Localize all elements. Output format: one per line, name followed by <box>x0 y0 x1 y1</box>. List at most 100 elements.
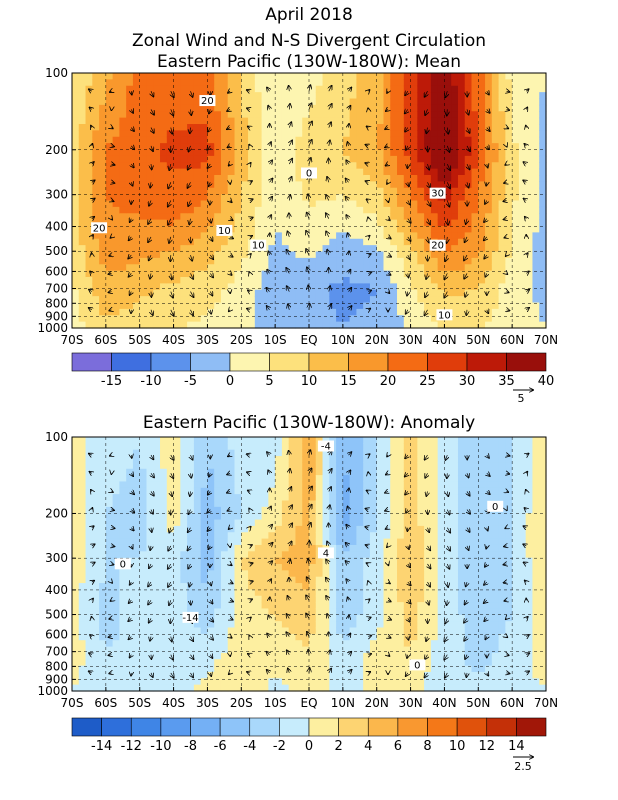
heatmap-cell <box>92 468 100 476</box>
heatmap-cell <box>234 308 242 316</box>
heatmap-cell <box>512 104 520 112</box>
heatmap-cell <box>241 168 249 176</box>
heatmap-cell <box>302 583 310 590</box>
heatmap-cell <box>227 659 236 667</box>
heatmap-cell <box>397 251 405 259</box>
heatmap-cell <box>315 143 324 151</box>
heatmap-cell <box>105 544 114 552</box>
heatmap-cell <box>241 92 249 100</box>
heatmap-cell <box>281 162 290 170</box>
heatmap-cell <box>72 162 80 170</box>
heatmap-cell <box>539 315 547 323</box>
heatmap-cell <box>78 487 87 495</box>
heatmap-cell <box>275 92 283 100</box>
heatmap-cell <box>207 226 215 233</box>
wind-vector <box>486 182 487 185</box>
heatmap-cell <box>383 219 391 227</box>
heatmap-cell <box>126 308 134 316</box>
heatmap-cell <box>518 124 527 131</box>
heatmap-cell <box>363 206 371 214</box>
heatmap-cell <box>268 117 276 125</box>
heatmap-cell <box>214 602 222 610</box>
heatmap-cell <box>322 168 330 176</box>
heatmap-cell <box>132 506 141 514</box>
heatmap-cell <box>268 155 276 163</box>
heatmap-cell <box>485 136 493 144</box>
heatmap-cell <box>295 98 303 106</box>
heatmap-cell <box>72 678 80 686</box>
heatmap-cell <box>437 155 446 163</box>
heatmap-cell <box>532 162 540 170</box>
heatmap-cell <box>78 85 87 93</box>
heatmap-cell <box>275 468 283 476</box>
heatmap-cell <box>112 270 120 278</box>
heatmap-cell <box>281 494 290 502</box>
heatmap-cell <box>491 270 500 278</box>
heatmap-cell <box>132 219 141 227</box>
heatmap-cell <box>336 245 344 253</box>
heatmap-cell <box>532 124 540 131</box>
heatmap-cell <box>356 245 364 253</box>
heatmap-cell <box>424 194 432 202</box>
heatmap-cell <box>248 92 256 100</box>
heatmap-cell <box>166 557 175 565</box>
heatmap-cell <box>518 143 527 151</box>
heatmap-cell <box>92 500 100 508</box>
anomaly-panel-title: Eastern Pacific (130W-180W): Anomaly <box>143 413 475 433</box>
heatmap-cell <box>261 570 269 578</box>
heatmap-cell <box>539 143 547 151</box>
heatmap-cell <box>78 111 87 119</box>
heatmap-cell <box>512 194 520 202</box>
heatmap-cell <box>532 232 540 240</box>
heatmap-cell <box>309 124 317 131</box>
heatmap-cell <box>505 226 513 233</box>
heatmap-cell <box>173 519 181 527</box>
heatmap-cell <box>214 633 222 641</box>
heatmap-cell <box>363 583 371 590</box>
heatmap-cell <box>207 481 215 489</box>
heatmap-cell <box>302 251 310 259</box>
heatmap-cell <box>356 551 364 559</box>
heatmap-cell <box>349 206 357 214</box>
heatmap-cell <box>234 181 242 189</box>
heatmap-cell <box>491 85 500 93</box>
heatmap-cell <box>336 232 344 240</box>
heatmap-cell <box>119 194 127 202</box>
heatmap-cell <box>261 671 269 679</box>
heatmap-cell <box>126 226 134 233</box>
heatmap-cell <box>430 264 439 272</box>
heatmap-cell <box>356 321 364 329</box>
heatmap-cell <box>309 576 317 584</box>
heatmap-cell <box>166 251 175 259</box>
heatmap-cell <box>369 257 378 265</box>
heatmap-cell <box>383 308 391 316</box>
heatmap-cell <box>72 104 80 112</box>
heatmap-cell <box>180 449 188 457</box>
heatmap-cell <box>342 92 351 100</box>
heatmap-cell <box>444 245 452 253</box>
heatmap-cell <box>451 92 459 100</box>
heatmap-cell <box>505 79 513 87</box>
heatmap-cell <box>261 551 269 559</box>
heatmap-cell <box>417 238 425 246</box>
heatmap-cell <box>356 143 364 151</box>
heatmap-cell <box>92 111 100 119</box>
heatmap-cell <box>369 532 378 540</box>
heatmap-cell <box>105 665 114 673</box>
heatmap-cell <box>275 117 283 125</box>
heatmap-cell <box>72 494 80 502</box>
heatmap-cell <box>356 219 364 227</box>
heatmap-cell <box>261 175 269 182</box>
heatmap-cell <box>342 315 351 323</box>
heatmap-cell <box>207 538 215 546</box>
heatmap-cell <box>180 525 188 533</box>
heatmap-cell <box>241 264 249 272</box>
heatmap-cell <box>254 264 263 272</box>
heatmap-cell <box>160 155 168 163</box>
heatmap-cell <box>444 270 452 278</box>
heatmap-cell <box>261 525 269 533</box>
heatmap-cell <box>322 659 330 667</box>
heatmap-cell <box>315 149 324 157</box>
heatmap-cell <box>322 449 330 457</box>
heatmap-cell <box>139 456 148 463</box>
